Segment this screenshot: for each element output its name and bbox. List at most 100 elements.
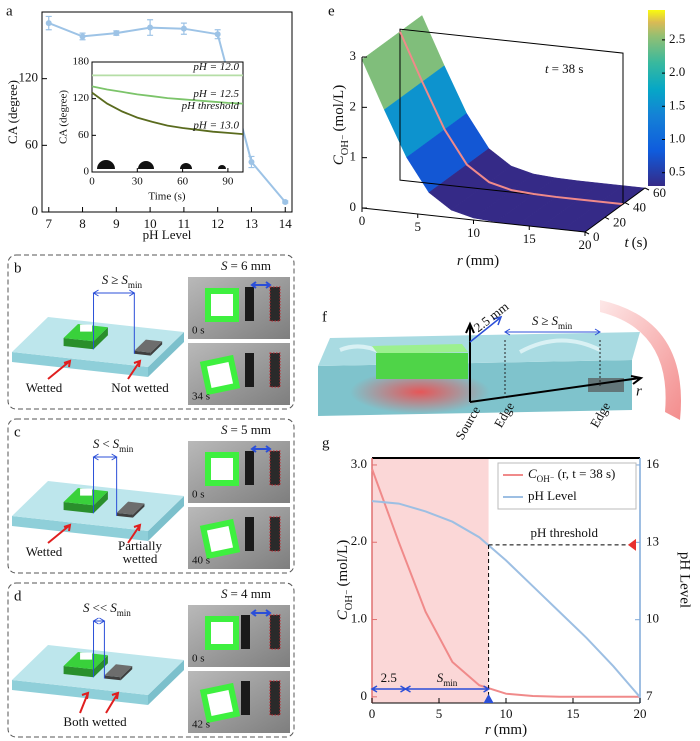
series-line [371, 500, 641, 698]
inset-x-tick-label: 30 [132, 176, 144, 188]
span-label-part: min [443, 678, 458, 688]
slab-front [12, 352, 148, 377]
spacing-label-part: S [110, 600, 117, 615]
green-square [205, 288, 239, 322]
threshold-marker [483, 694, 494, 703]
highlight [372, 458, 489, 703]
span-arrow [404, 685, 491, 693]
photo-arrow [250, 445, 272, 453]
legend-entry-part: C [528, 466, 537, 481]
target-strip [269, 516, 281, 552]
t-axis-label: t (s) [625, 235, 648, 251]
panel-box [7, 582, 295, 738]
slab-front [12, 516, 148, 541]
spacing-label-part: S [83, 600, 90, 615]
t-tick-label: 0 [593, 229, 600, 244]
time-label: 34 s [192, 391, 210, 403]
inset-line [91, 85, 244, 105]
block-top [104, 664, 133, 678]
inset-x-tick-label: 0 [89, 176, 95, 188]
x-axis-label-part: r [485, 722, 491, 738]
inset-y-tick-label: 120 [73, 92, 90, 104]
decor-arrow [600, 300, 681, 420]
green-square [205, 616, 239, 650]
spacing-label-part: S [532, 313, 539, 328]
panel-label: c [14, 424, 21, 440]
block-side [132, 503, 145, 518]
series-label: pH = 12.0 [192, 61, 239, 73]
series-label: pH = 13.0 [192, 120, 239, 132]
spacing-label-part: S [113, 436, 120, 451]
t-tick-label: 40 [633, 200, 646, 215]
y-axis-label-part: OH⁻ [344, 589, 355, 610]
y-axis-label-part: C [335, 609, 351, 620]
x-tick-label: 10 [500, 706, 513, 721]
slab-side [148, 496, 184, 541]
photo-label-part: = 6 mm [230, 258, 271, 273]
t-tick [644, 187, 650, 191]
photo-label: S = 5 mm [221, 422, 271, 437]
time-label: 0 s [192, 325, 205, 337]
y-tick-label: 2.0 [351, 533, 367, 548]
axis-z [465, 321, 475, 402]
edge-lines [504, 340, 601, 398]
spacing-label-part: S [93, 436, 100, 451]
target-strip [269, 614, 281, 650]
z-axis-label-part: (mol/L) [331, 85, 347, 132]
inset-y-tick-label: 0 [84, 166, 90, 178]
spacing-label-part: S [551, 313, 558, 328]
target-strip [269, 450, 281, 486]
spacing-label-part: min [128, 280, 143, 290]
colorbar-tick-label: 1.0 [669, 130, 685, 145]
inset-y-tick-label: 60 [78, 129, 90, 141]
axis-r [469, 375, 644, 403]
inset-line [91, 91, 244, 135]
inset-frame [91, 61, 244, 173]
ca-line [48, 22, 286, 203]
point [180, 25, 187, 32]
block-side [134, 350, 151, 356]
distance-label: 2.5 mm [471, 299, 512, 335]
slice-label: t = 38 s [545, 61, 584, 76]
spacing-label-part: min [558, 321, 573, 331]
y2-tick-label: 10 [646, 611, 659, 626]
photo-label-part: S [221, 258, 228, 273]
x-tick-label: 14 [279, 216, 293, 231]
block-side [104, 675, 121, 681]
pointer-arrow [127, 359, 142, 380]
point [79, 33, 86, 40]
source-block [376, 353, 468, 379]
pointer-arrow [47, 523, 72, 544]
wet-label: Not wetted [111, 380, 169, 395]
y-tick-label: 60 [25, 136, 38, 151]
y2-axis-label: pH Level [677, 552, 693, 608]
x-tick-label: 15 [567, 706, 580, 721]
droplet [97, 160, 115, 169]
time-label: 0 s [192, 489, 205, 501]
panel-label: a [6, 3, 13, 19]
x-tick-label: 0 [369, 706, 376, 721]
series-label: pH = 12.5 [192, 88, 239, 100]
y-tick-label: 0 [361, 688, 368, 703]
spacing-bracket [92, 617, 106, 679]
block-side [63, 666, 94, 678]
y2-tick-label: 16 [646, 456, 660, 471]
dark-strip [241, 615, 250, 649]
panel-label: f [322, 309, 327, 325]
r-tick-label: 15 [523, 231, 536, 246]
wet-label: Wetted [26, 380, 63, 395]
block-center [80, 652, 93, 660]
point [45, 20, 52, 27]
target-strip [269, 680, 281, 716]
block-center [80, 488, 93, 496]
slab-side [148, 332, 184, 377]
y-axis-label-part: (mol/L) [335, 540, 351, 587]
panel-label: b [14, 260, 22, 276]
wet-label: Wetted [26, 544, 63, 559]
dark-strip [245, 353, 254, 387]
green-square [205, 452, 239, 486]
spacing-label-part: < [102, 436, 109, 451]
block-side [120, 666, 133, 681]
inset-y-label: CA (degree) [58, 90, 70, 144]
